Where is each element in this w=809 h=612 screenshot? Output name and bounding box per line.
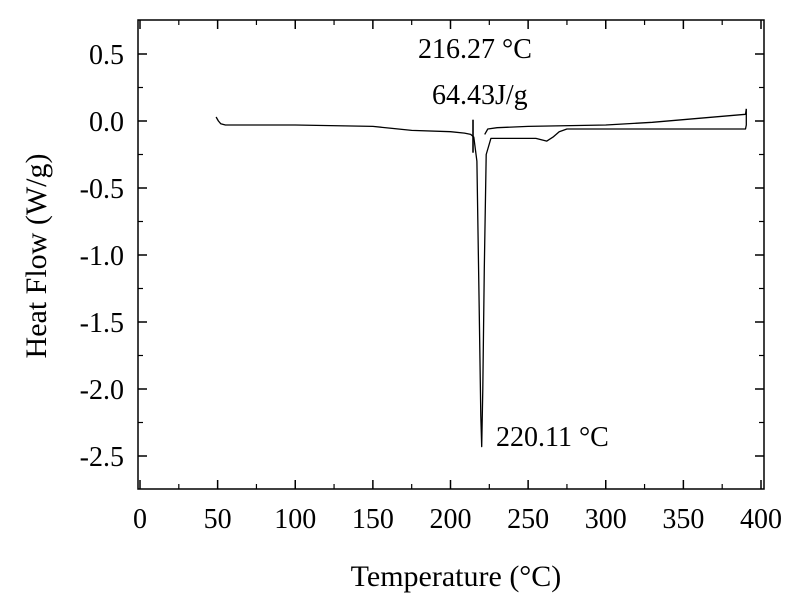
y-tick-label: 0.0	[89, 107, 124, 138]
y-axis-title: Heat Flow (W/g)	[20, 154, 53, 359]
x-axis-title: Temperature (°C)	[351, 560, 562, 593]
x-tick-label: 0	[133, 504, 147, 535]
x-tick-label: 250	[507, 504, 549, 535]
x-tick-label: 350	[662, 504, 704, 535]
y-tick-label: -2.5	[80, 442, 124, 473]
x-tick-label: 200	[430, 504, 472, 535]
x-tick-label: 300	[585, 504, 627, 535]
y-tick-label: -1.5	[80, 308, 124, 339]
y-tick-label: -2.0	[80, 375, 124, 406]
series-layer	[215, 108, 747, 448]
series-line-1	[215, 108, 747, 448]
y-tick-label: 0.5	[89, 40, 124, 71]
y-tick-labels: 0.5 0.0 -0.5 -1.0 -1.5 -2.0 -2.5	[80, 40, 124, 473]
x-tick-label: 100	[274, 504, 316, 535]
y-tick-label: -0.5	[80, 174, 124, 205]
tick-marks	[138, 20, 764, 489]
annotation-peak-min-temp: 220.11 °C	[496, 422, 609, 453]
annotation-peak-onset-temp: 216.27 °C	[418, 34, 532, 65]
annotation-enthalpy: 64.43J/g	[432, 80, 528, 111]
x-tick-label: 50	[204, 504, 232, 535]
x-tick-labels: 0 50 100 150 200 250 300 350 400	[133, 504, 782, 535]
y-tick-label: -1.0	[80, 241, 124, 272]
series-line-2	[484, 108, 747, 135]
x-tick-label: 150	[352, 504, 394, 535]
x-tick-label: 400	[740, 504, 782, 535]
